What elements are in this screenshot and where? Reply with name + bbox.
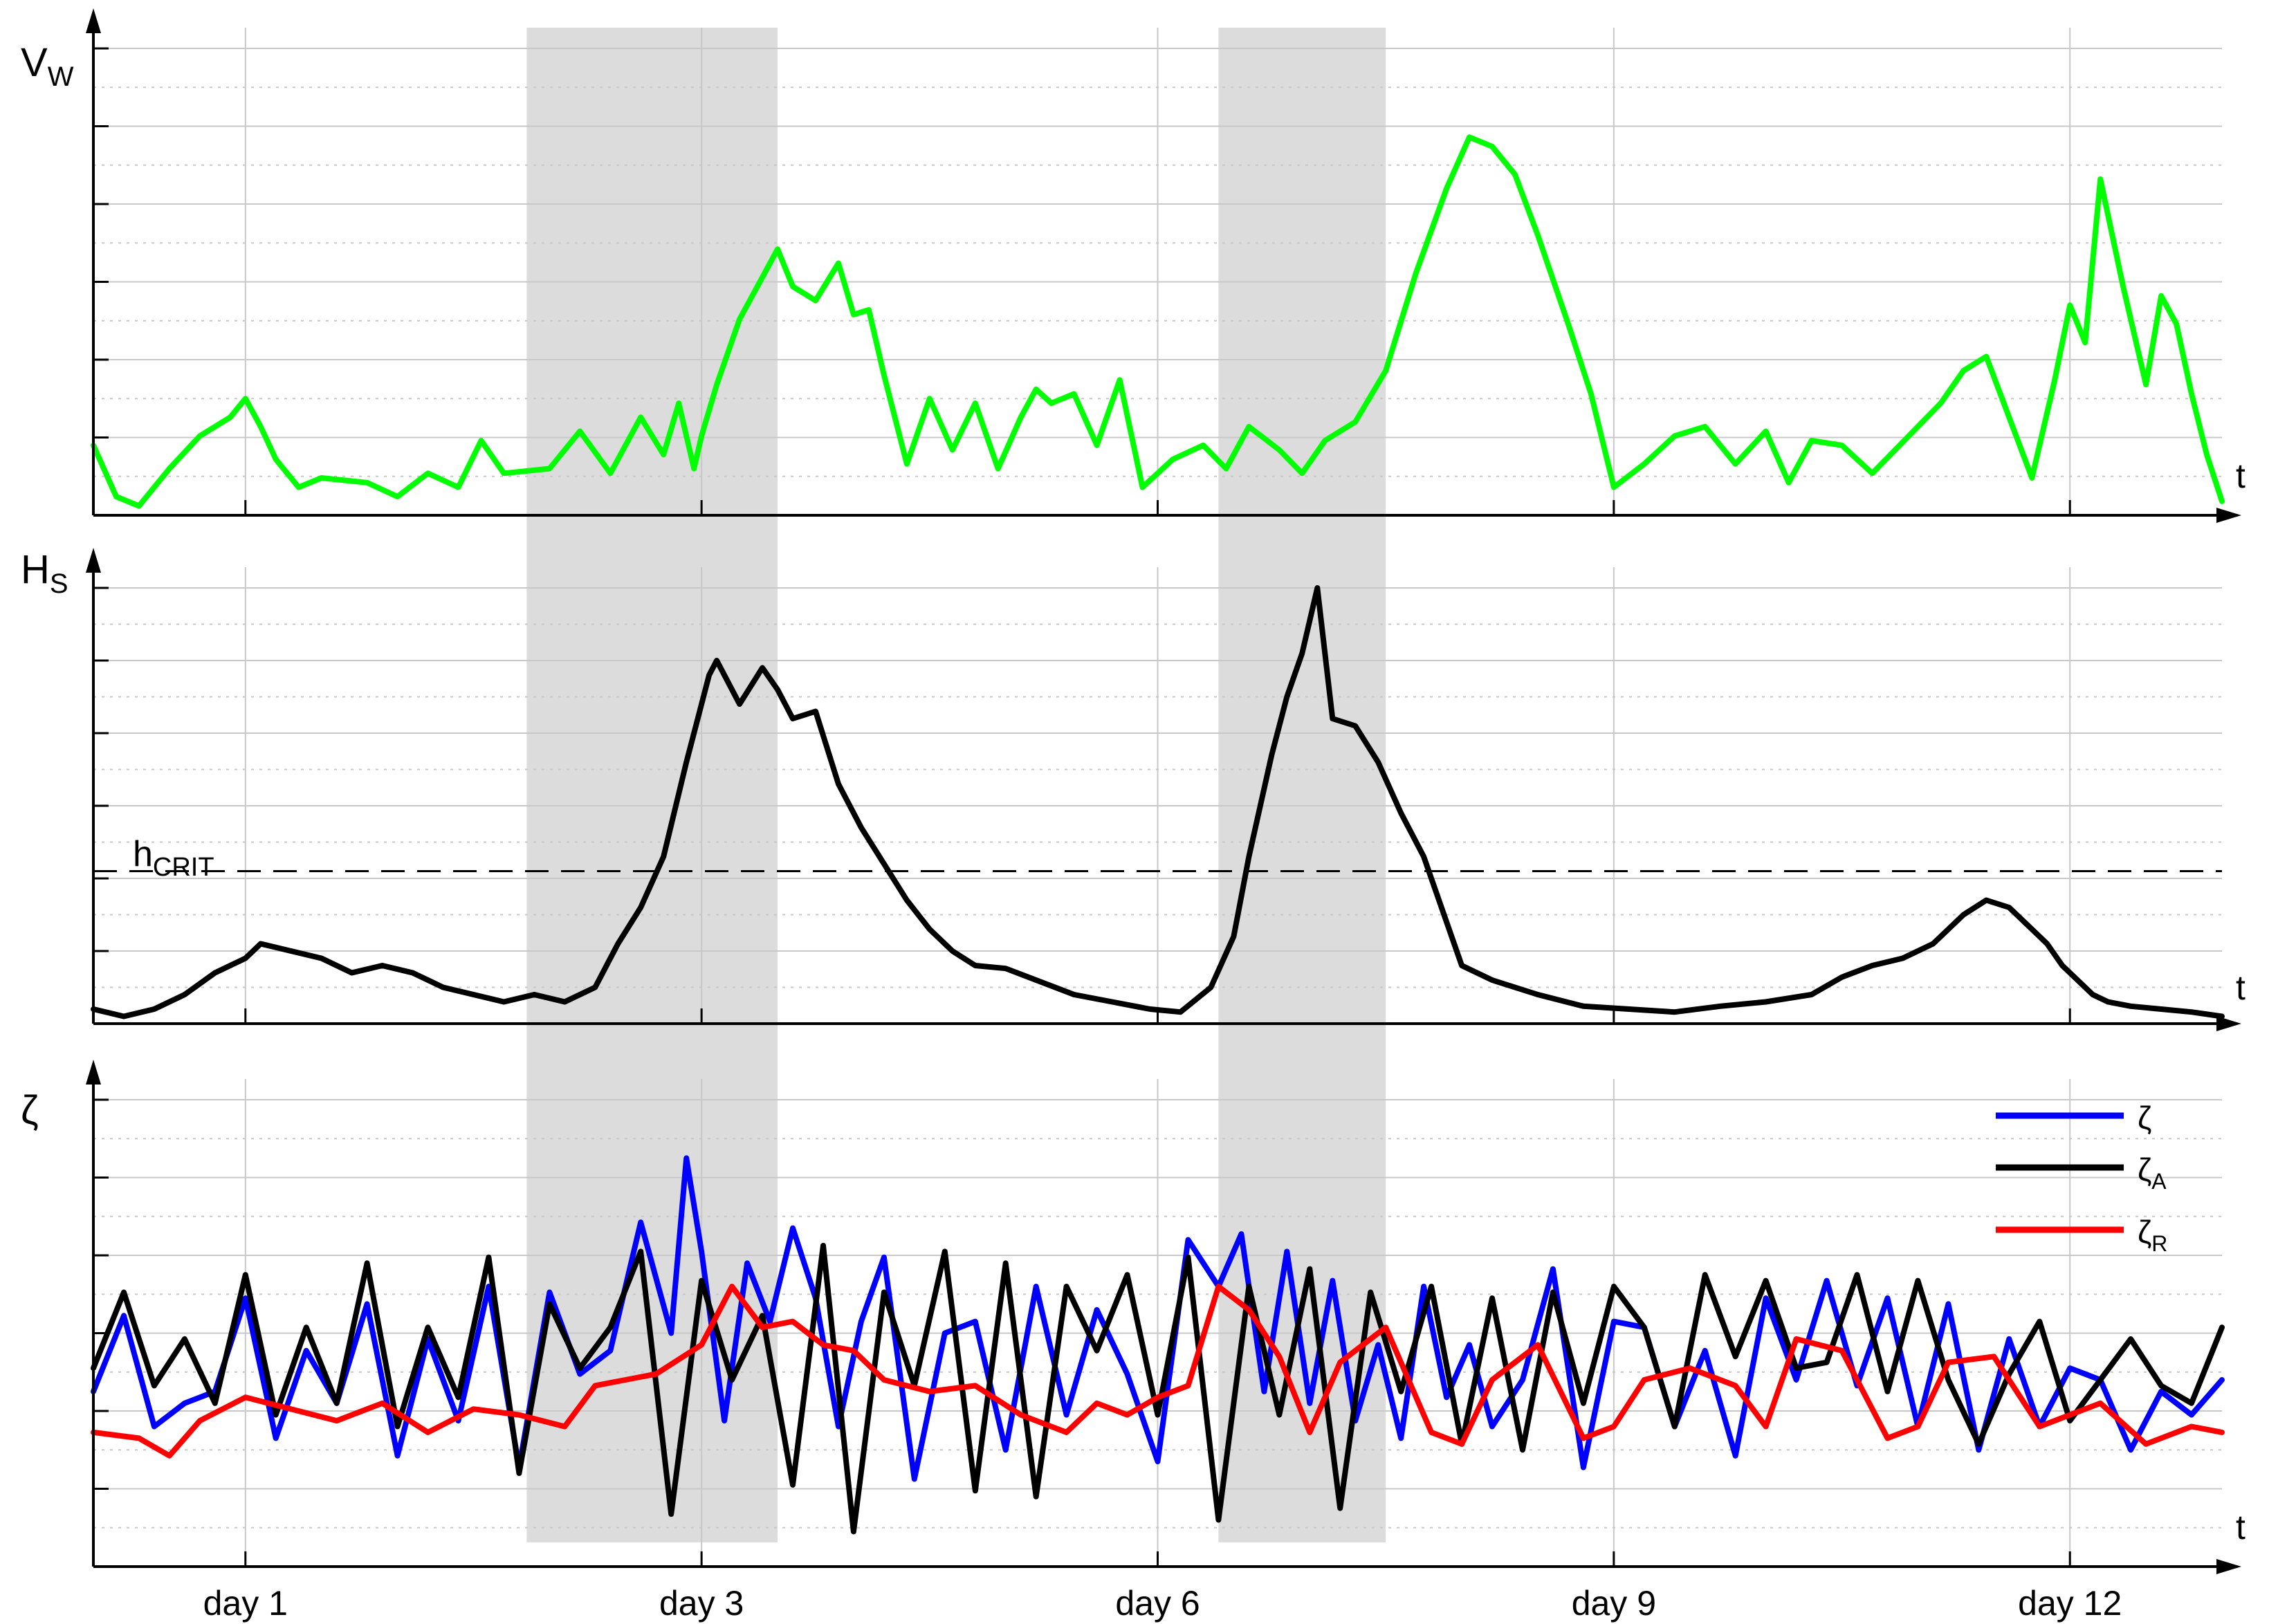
wind-speed-line [91,134,2225,509]
x-tick-label: day 3 [659,1584,744,1623]
axes-layer [86,8,2241,1574]
panel-1-x-axis-letter: t [2236,456,2245,495]
zeta-a-line [91,1242,2225,1535]
panel-3-ylabel: ζ [21,1088,39,1133]
x-tick-label: day 6 [1115,1584,1200,1623]
panel-3-x-axis-letter: t [2236,1508,2245,1547]
legend: ζ ζA ζR [1996,1100,2167,1256]
zeta-r-line [91,1284,2225,1459]
series-layer [91,134,2225,1535]
legend-label-zeta-r: ζR [2138,1214,2167,1256]
zeta-line [91,1155,2225,1482]
threshold-label: hCRIT [133,834,214,882]
y-axis-arrow [86,8,101,33]
grid-layer [93,28,2222,1567]
legend-label-zeta-a: ζA [2138,1152,2167,1194]
panel-1-ylabel: VW [21,40,74,92]
x-axis-arrow [2216,1016,2241,1031]
y-axis-arrow [86,548,101,573]
storm-shading-layer [526,28,1386,1542]
panel-2-x-axis-letter: t [2236,968,2245,1007]
x-tick-label: day 1 [203,1584,288,1623]
panel-2-ylabel: HS [21,547,68,599]
x-tick-labels: day 1 day 3 day 6 day 9 day 12 [203,1584,2122,1623]
x-axis-arrow [2216,508,2241,523]
wave-height-line [91,585,2225,1019]
y-axis-arrow [86,1060,101,1085]
x-tick-label: day 12 [2018,1584,2122,1623]
x-tick-label: day 9 [1572,1584,1656,1623]
x-axis-arrow [2216,1559,2241,1574]
legend-label-zeta: ζ [2138,1100,2151,1136]
